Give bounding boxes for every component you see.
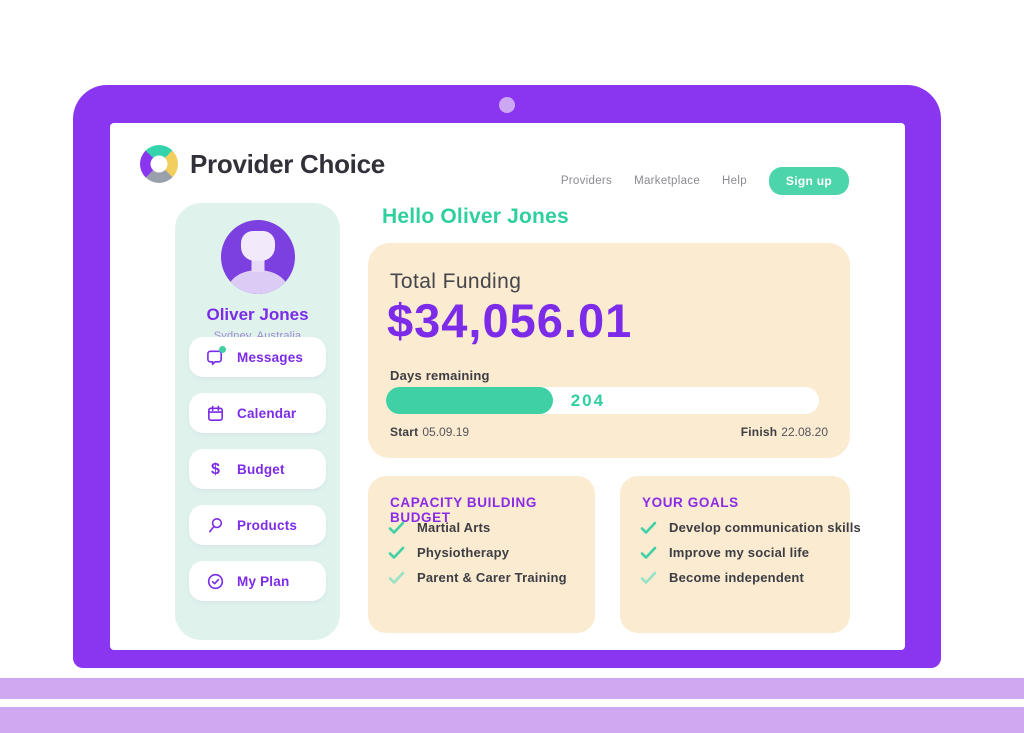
- profile-name: Oliver Jones: [206, 305, 309, 324]
- check-icon: [640, 571, 657, 585]
- progress-fill: [386, 387, 553, 414]
- your-goals-card: YOUR GOALS Develop communication skills …: [620, 476, 861, 633]
- laptop-base-stripe: [0, 678, 1024, 699]
- list-item: Martial Arts: [388, 520, 567, 535]
- brand-logo-center: [150, 155, 168, 173]
- list-item: Parent & Carer Training: [388, 570, 567, 585]
- check-icon: [388, 571, 405, 585]
- sidebar-item-messages[interactable]: Messages: [189, 337, 326, 377]
- card-title: CAPACITY BUILDING BUDGET: [390, 495, 537, 525]
- check-circle-icon: [206, 572, 225, 591]
- greeting-heading: Hello Oliver Jones: [382, 205, 569, 228]
- sidebar-item-my-plan[interactable]: My Plan: [189, 561, 326, 601]
- check-icon: [388, 521, 405, 535]
- check-icon: [388, 546, 405, 560]
- finish-date: Finish 22.08.20: [741, 425, 828, 439]
- plan-dates-row: Start 05.09.19 Finish 22.08.20: [390, 425, 828, 439]
- profile-sidebar: Oliver Jones Sydney, Australia Messages: [175, 203, 340, 640]
- avatar-head: [240, 231, 275, 261]
- sidebar-item-label: Calendar: [237, 405, 297, 421]
- capacity-building-budget-card: CAPACITY BUILDING BUDGET Martial Arts Ph…: [368, 476, 595, 633]
- sidebar-item-calendar[interactable]: Calendar: [189, 393, 326, 433]
- check-icon: [640, 521, 657, 535]
- app-screen: Provider Choice Providers Marketplace He…: [110, 123, 905, 650]
- notification-dot: [219, 345, 226, 353]
- messages-icon: [206, 345, 226, 367]
- finish-value: 22.08.20: [781, 425, 828, 439]
- nav-link-help[interactable]: Help: [722, 175, 747, 187]
- card-items: Martial Arts Physiotherapy Parent & Care…: [388, 520, 567, 585]
- calendar-icon: [206, 404, 225, 423]
- list-item: Develop communication skills: [640, 520, 861, 535]
- funding-title: Total Funding: [390, 270, 522, 293]
- list-item-label: Develop communication skills: [669, 520, 861, 535]
- nav-link-marketplace[interactable]: Marketplace: [634, 175, 701, 187]
- sidebar-item-budget[interactable]: $ Budget: [189, 449, 326, 489]
- avatar: [220, 220, 295, 294]
- sidebar-item-label: My Plan: [237, 573, 290, 589]
- brand-name: Provider Choice: [190, 149, 385, 179]
- card-title: YOUR GOALS: [642, 495, 739, 510]
- finish-label: Finish: [740, 425, 778, 439]
- laptop-frame: Provider Choice Providers Marketplace He…: [73, 85, 941, 668]
- days-remaining-label: Days remaining: [390, 368, 490, 383]
- list-item-label: Martial Arts: [417, 520, 491, 535]
- card-items: Develop communication skills Improve my …: [640, 520, 861, 585]
- start-value: 05.09.19: [422, 425, 470, 439]
- search-icon: [206, 516, 225, 535]
- sidebar-item-label: Messages: [237, 349, 304, 365]
- start-date: Start 05.09.19: [390, 425, 469, 439]
- webcam-dot-icon: [499, 97, 515, 113]
- funding-amount: $34,056.01: [387, 294, 633, 347]
- laptop-base-stripe: [0, 707, 1024, 733]
- sidebar-menu: Messages Calendar: [189, 337, 326, 601]
- top-nav: Providers Marketplace Help Sign up: [561, 167, 849, 195]
- total-funding-card: Total Funding $34,056.01 Days remaining …: [368, 243, 850, 458]
- list-item: Become independent: [640, 570, 861, 585]
- list-item: Improve my social life: [640, 545, 861, 560]
- sidebar-item-label: Budget: [237, 461, 285, 477]
- check-icon: [640, 546, 657, 560]
- sidebar-item-products[interactable]: Products: [189, 505, 326, 545]
- list-item: Physiotherapy: [388, 545, 567, 560]
- days-remaining-progress-bar: 204: [386, 387, 819, 414]
- sign-up-button[interactable]: Sign up: [768, 167, 849, 195]
- dollar-icon: $: [210, 460, 221, 478]
- brand-logo-icon: [140, 145, 178, 183]
- list-item-label: Physiotherapy: [417, 545, 510, 560]
- list-item-label: Improve my social life: [669, 545, 810, 560]
- sidebar-item-label: Products: [237, 517, 298, 533]
- avatar-body: [227, 270, 288, 294]
- list-item-label: Become independent: [669, 570, 805, 585]
- list-item-label: Parent & Carer Training: [417, 570, 567, 585]
- start-label: Start: [390, 425, 419, 439]
- nav-link-providers[interactable]: Providers: [560, 175, 613, 187]
- days-remaining-value: 204: [570, 390, 606, 410]
